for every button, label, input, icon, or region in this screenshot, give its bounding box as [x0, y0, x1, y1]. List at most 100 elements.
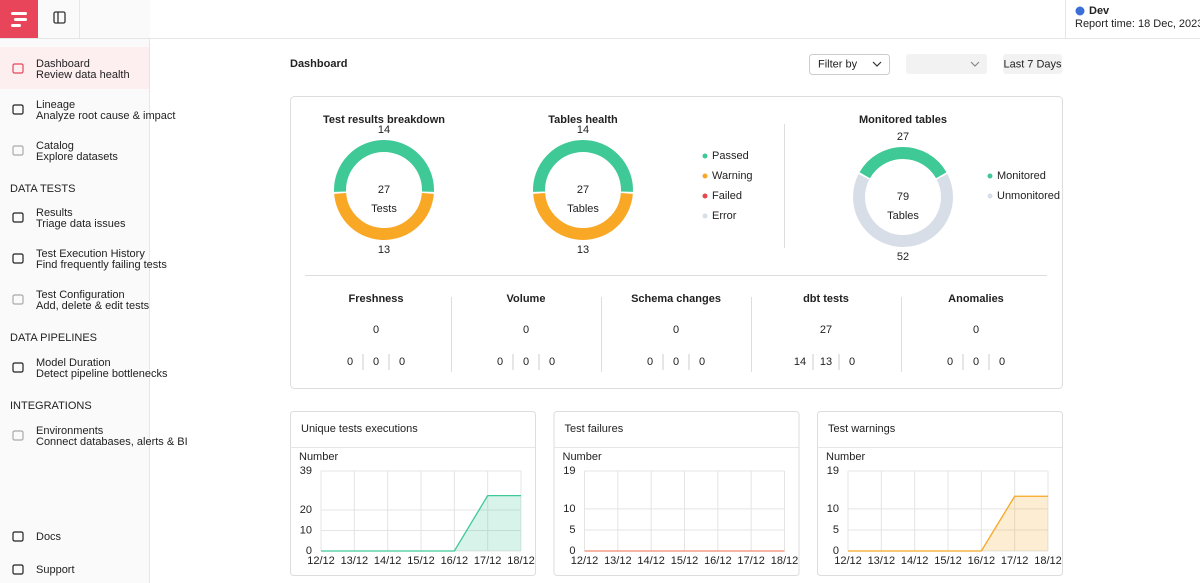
x-tick-label: 17/12 — [474, 555, 502, 567]
metric-total: 0 — [973, 324, 979, 336]
metric-name: Schema changes — [631, 293, 721, 305]
y-tick-label: 10 — [827, 503, 839, 515]
metric-count: 0 — [347, 356, 353, 368]
nav-sub: Detect pipeline bottlenecks — [36, 368, 168, 380]
y-tick-label: 5 — [569, 524, 575, 536]
metric-count: 0 — [699, 356, 705, 368]
chart-card — [553, 411, 800, 576]
chart-card — [817, 411, 1063, 576]
x-tick-label: 16/12 — [704, 555, 732, 567]
y-tick-label: 10 — [300, 524, 312, 536]
donut-title: Monitored tables — [859, 114, 947, 126]
x-tick-label: 16/12 — [968, 555, 996, 567]
y-axis-label: Number — [563, 451, 602, 463]
x-tick-label: 14/12 — [637, 555, 665, 567]
nav-label[interactable]: Model Duration — [36, 357, 111, 369]
nav-icon — [12, 145, 24, 156]
chart-title: Test warnings — [828, 423, 896, 435]
x-tick-label: 13/12 — [868, 555, 896, 567]
metric-name: dbt tests — [803, 293, 849, 305]
x-tick-label: 14/12 — [901, 555, 929, 567]
collapse-button[interactable] — [53, 11, 66, 24]
y-axis-label: Number — [299, 451, 338, 463]
donut-total-label: Tests — [371, 203, 397, 215]
metric-count: 0 — [399, 356, 405, 368]
nav-label[interactable]: Lineage — [36, 99, 75, 111]
y-axis-label: Number — [826, 451, 865, 463]
donut-segment — [334, 140, 434, 192]
nav-section: INTEGRATIONS — [10, 400, 92, 412]
area — [848, 496, 1048, 551]
x-tick-label: 12/12 — [307, 555, 335, 567]
nav-label[interactable]: Environments — [36, 425, 104, 437]
x-tick-label: 17/12 — [1001, 555, 1029, 567]
x-tick-label: 15/12 — [407, 555, 435, 567]
nav-sub: Review data health — [36, 69, 130, 81]
filter-placeholder: Filter by — [818, 58, 858, 70]
summary-card — [290, 96, 1063, 389]
nav-icon — [12, 294, 24, 305]
nav-label[interactable]: Dashboard — [36, 58, 90, 70]
metric-count: 0 — [647, 356, 653, 368]
donut-segment — [859, 147, 947, 179]
donut-segment — [853, 174, 953, 247]
legend-label: Error — [712, 210, 737, 222]
nav-sub: Explore datasets — [36, 151, 118, 163]
y-tick-label: 19 — [563, 465, 575, 477]
env-icon — [1075, 6, 1085, 16]
chevron — [872, 61, 882, 67]
segment-label: 52 — [897, 251, 909, 263]
secondary-dropdown[interactable] — [906, 54, 987, 74]
footer-link[interactable]: Docs — [36, 531, 62, 543]
range-button[interactable] — [1003, 54, 1062, 74]
nav-sub: Add, delete & edit tests — [36, 300, 150, 312]
metric-total: 0 — [673, 324, 679, 336]
segment-label: 13 — [378, 244, 390, 256]
y-tick-label: 39 — [300, 465, 312, 477]
nav-label[interactable]: Test Execution History — [36, 248, 145, 260]
nav-label[interactable]: Catalog — [36, 140, 74, 152]
donut-segment — [533, 192, 633, 240]
nav-icon — [12, 430, 24, 441]
segment-label: 13 — [577, 244, 589, 256]
legend-label: Passed — [712, 150, 749, 162]
donut-segment — [533, 140, 633, 192]
metric-total: 0 — [523, 324, 529, 336]
y-tick-label: 5 — [833, 524, 839, 536]
env-name: Dev — [1089, 5, 1110, 17]
nav-icon — [12, 531, 24, 542]
nav-section: DATA TESTS — [10, 183, 75, 195]
legend-dot — [987, 173, 993, 179]
donut-total: 27 — [577, 184, 589, 196]
metric-name: Anomalies — [948, 293, 1004, 305]
page-title: Dashboard — [290, 58, 347, 70]
footer-link[interactable]: Support — [36, 564, 75, 576]
nav-label[interactable]: Test Configuration — [36, 289, 125, 301]
donut-total-label: Tables — [887, 210, 919, 222]
y-tick-label: 0 — [569, 545, 575, 557]
filter-dropdown[interactable] — [809, 54, 890, 75]
x-tick-label: 17/12 — [737, 555, 765, 567]
metric-total: 27 — [820, 324, 832, 336]
x-tick-label: 12/12 — [571, 555, 599, 567]
nav-active-bg — [0, 47, 149, 89]
metric-count: 0 — [947, 356, 953, 368]
donut-title: Tables health — [548, 114, 618, 126]
legend-dot — [987, 193, 993, 199]
metric-count: 0 — [999, 356, 1005, 368]
segment-label: 27 — [897, 131, 909, 143]
donut-segment — [334, 192, 434, 240]
segment-label: 14 — [378, 124, 390, 136]
legend-dot — [702, 213, 708, 219]
metric-count: 0 — [849, 356, 855, 368]
nav-label[interactable]: Results — [36, 207, 73, 219]
y-tick-label: 10 — [563, 503, 575, 515]
nav-sub: Find frequently failing tests — [36, 259, 167, 271]
nav-icon — [12, 564, 24, 575]
line — [321, 494, 521, 552]
chart-title: Unique tests executions — [301, 423, 418, 435]
x-tick-label: 12/12 — [834, 555, 862, 567]
